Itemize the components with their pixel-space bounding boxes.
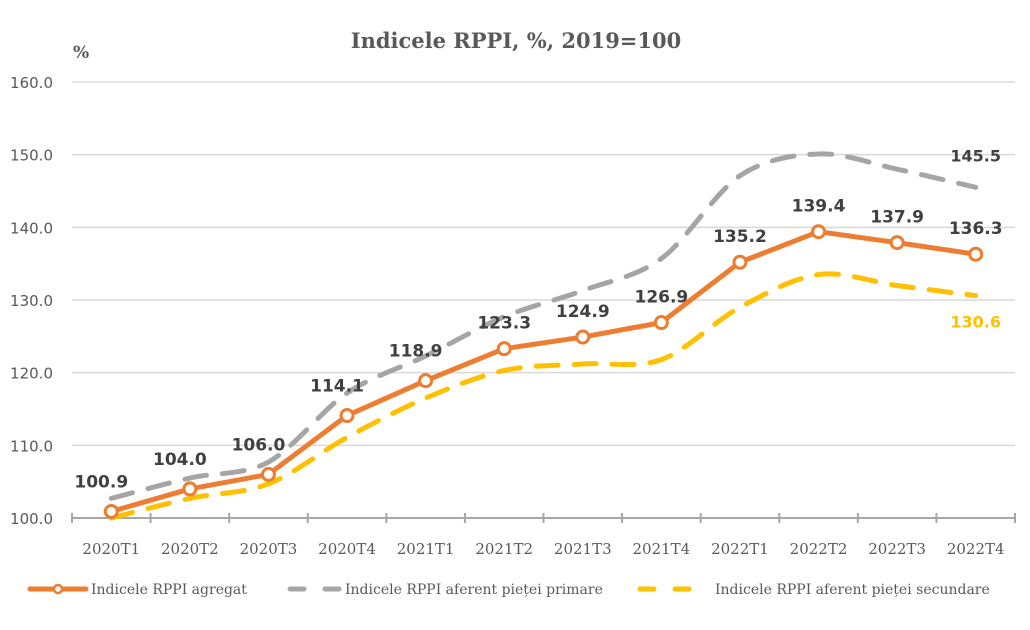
y-tick-label: 120.0 — [10, 365, 53, 383]
y-axis-unit-label: % — [73, 43, 89, 63]
legend-item: Indicele RPPI agregat — [27, 582, 247, 598]
data-point-marker — [103, 503, 119, 519]
data-label: 137.9 — [870, 208, 924, 228]
y-tick-label: 160.0 — [10, 74, 53, 92]
x-tick-label: 2020T4 — [318, 540, 376, 558]
y-tick-label: 130.0 — [10, 292, 53, 310]
legend-label: Indicele RPPI aferent pieței primare — [345, 582, 603, 598]
chart-title: Indicele RPPI, %, 2019=100 — [351, 28, 681, 53]
x-tick-label: 2022T4 — [947, 540, 1005, 558]
data-label: 114.1 — [310, 377, 364, 397]
x-tick-label: 2020T3 — [240, 540, 298, 558]
data-label: 135.2 — [713, 227, 767, 247]
data-point-marker — [811, 224, 827, 240]
legend-label: Indicele RPPI aferent pieței secundare — [715, 582, 990, 598]
data-point-marker — [496, 341, 512, 357]
data-label: 139.4 — [792, 197, 846, 217]
y-tick-label: 110.0 — [10, 437, 53, 455]
data-label: 106.0 — [232, 435, 286, 455]
data-point-marker — [653, 315, 669, 331]
legend-item: Indicele RPPI aferent pieței primare — [287, 582, 603, 598]
series-secundara — [108, 271, 979, 521]
legend-swatch-marker — [52, 583, 64, 595]
series-line — [110, 229, 977, 514]
x-tick-label: 2022T3 — [868, 540, 926, 558]
series-line — [108, 151, 979, 501]
data-point-marker — [182, 481, 198, 497]
data-point-marker — [260, 466, 276, 482]
data-label: 145.5 — [950, 146, 1001, 165]
legend-label: Indicele RPPI agregat — [91, 582, 247, 598]
legend: Indicele RPPI agregat Indicele RPPI afere… — [27, 582, 990, 598]
x-tick-label: 2021T2 — [475, 540, 533, 558]
x-tick-label: 2021T4 — [633, 540, 691, 558]
x-tick-label: 2020T2 — [161, 540, 219, 558]
series-group — [103, 151, 984, 521]
legend-item: Indicele RPPI aferent pieței secundare — [637, 582, 990, 598]
data-label: 130.6 — [950, 313, 1001, 332]
x-tick-label: 2021T3 — [554, 540, 612, 558]
y-tick-label: 100.0 — [10, 510, 53, 528]
data-point-marker — [418, 373, 434, 389]
data-label: 118.9 — [389, 342, 443, 362]
series-agregat — [103, 224, 984, 519]
y-tick-label: 140.0 — [10, 219, 53, 237]
data-point-marker — [968, 246, 984, 262]
x-tick-label: 2020T1 — [82, 540, 140, 558]
y-axis-ticks: 100.0 110.0 120.0 130.0 140.0 150.0 160.0 — [10, 74, 53, 528]
data-point-marker — [575, 329, 591, 345]
data-point-marker — [889, 235, 905, 251]
x-tick-label: 2022T2 — [790, 540, 848, 558]
series-primara — [108, 151, 979, 501]
data-label: 104.0 — [153, 450, 207, 470]
x-tick-label: 2021T1 — [397, 540, 455, 558]
data-labels: 145.5 130.6 100.9 104.0 106.0 114.1 118.9 123.3… — [74, 146, 1002, 492]
y-tick-label: 150.0 — [10, 147, 53, 165]
data-label: 124.9 — [556, 302, 610, 322]
gridlines — [72, 81, 1015, 447]
data-label: 126.9 — [634, 288, 688, 308]
data-label: 136.3 — [949, 219, 1003, 239]
x-tick-label: 2022T1 — [711, 540, 769, 558]
series-line — [108, 271, 979, 521]
data-point-marker — [339, 408, 355, 424]
x-axis: 2020T1 2020T2 2020T3 2020T4 2021T1 2021T2 2021… — [71, 513, 1016, 558]
data-label: 100.9 — [74, 472, 128, 492]
data-point-marker — [732, 254, 748, 270]
data-label: 123.3 — [477, 314, 531, 334]
